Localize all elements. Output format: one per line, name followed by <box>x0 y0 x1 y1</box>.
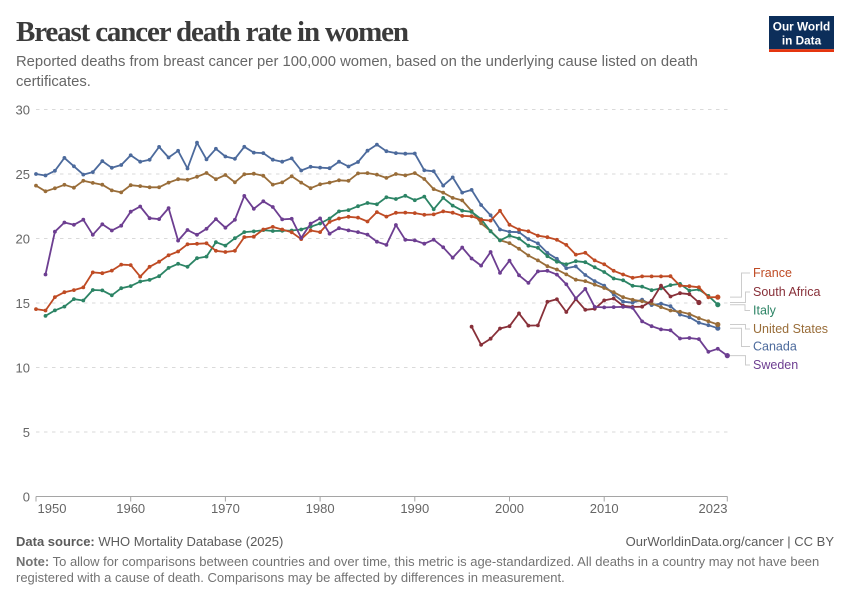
svg-text:2023: 2023 <box>699 501 728 516</box>
svg-text:Breast cancer death rate in wo: Breast cancer death rate in women <box>16 16 409 48</box>
svg-text:France: France <box>753 266 792 280</box>
svg-text:5: 5 <box>23 425 30 440</box>
svg-text:OurWorldinData.org/cancer | CC: OurWorldinData.org/cancer | CC BY <box>626 534 835 549</box>
svg-text:Note: To allow for comparisons: Note: To allow for comparisons between c… <box>16 554 819 569</box>
svg-text:certificates.: certificates. <box>16 74 91 90</box>
svg-text:1990: 1990 <box>400 501 429 516</box>
svg-text:United States: United States <box>753 322 828 336</box>
svg-text:10: 10 <box>16 361 30 376</box>
svg-text:Reported deaths from breast ca: Reported deaths from breast cancer per 1… <box>16 54 698 70</box>
svg-text:1960: 1960 <box>116 501 145 516</box>
svg-text:Sweden: Sweden <box>753 358 798 372</box>
svg-text:Data source: WHO Mortality Dat: Data source: WHO Mortality Database (202… <box>16 534 283 549</box>
svg-text:15: 15 <box>16 296 30 311</box>
svg-text:Our World: Our World <box>773 20 830 34</box>
svg-text:2000: 2000 <box>495 501 524 516</box>
svg-text:25: 25 <box>16 167 30 182</box>
svg-text:1950: 1950 <box>38 501 67 516</box>
svg-text:South Africa: South Africa <box>753 285 820 299</box>
svg-text:1970: 1970 <box>211 501 240 516</box>
svg-text:registered with a cause of dea: registered with a cause of death. Compar… <box>16 570 565 585</box>
svg-text:Canada: Canada <box>753 340 797 354</box>
svg-text:in Data: in Data <box>782 34 822 48</box>
svg-text:30: 30 <box>16 103 30 118</box>
svg-text:0: 0 <box>23 490 30 505</box>
svg-text:Italy: Italy <box>753 304 777 318</box>
svg-text:1980: 1980 <box>306 501 335 516</box>
svg-text:20: 20 <box>16 232 30 247</box>
svg-text:2010: 2010 <box>590 501 619 516</box>
